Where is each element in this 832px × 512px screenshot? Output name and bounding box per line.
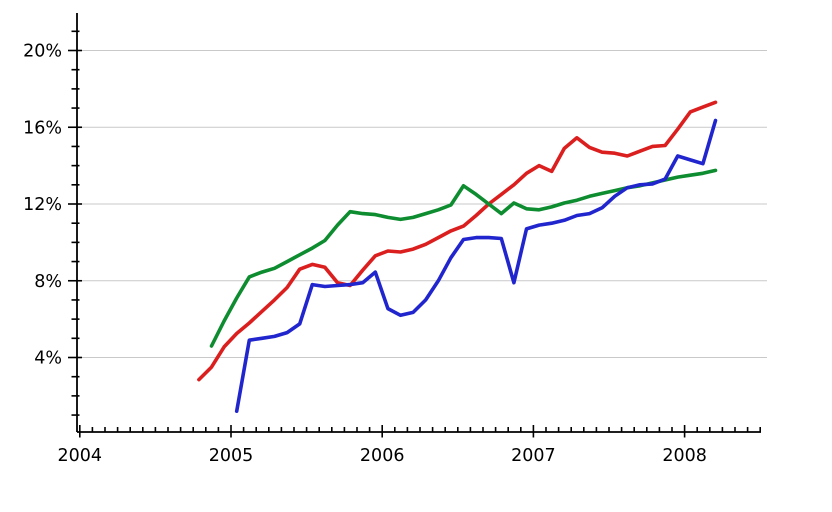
x-tick-label: 2005 [209,446,254,466]
x-axis-labels: 2004 2005 2006 2007 2008 [58,446,707,466]
y-tick-label: 4% [34,349,62,369]
y-tick-label: 12% [23,195,62,215]
x-tick-label: 2004 [58,446,103,466]
x-tick-label: 2006 [360,446,405,466]
red-series [197,100,718,382]
y-tick-label: 8% [34,272,62,292]
gridlines [78,49,767,359]
y-axis-labels: 4% 8% 12% 16% 20% [23,42,62,369]
y-tick-label: 16% [23,118,62,138]
x-tick-label: 2008 [662,446,707,466]
green-series [209,168,718,348]
y-tick-label: 20% [23,42,62,62]
blue-series [234,118,718,414]
y-axis-ticks [68,30,82,416]
series-lines [197,100,718,414]
x-axis-ticks [79,425,762,438]
axes [76,13,761,433]
x-tick-label: 2007 [511,446,556,466]
